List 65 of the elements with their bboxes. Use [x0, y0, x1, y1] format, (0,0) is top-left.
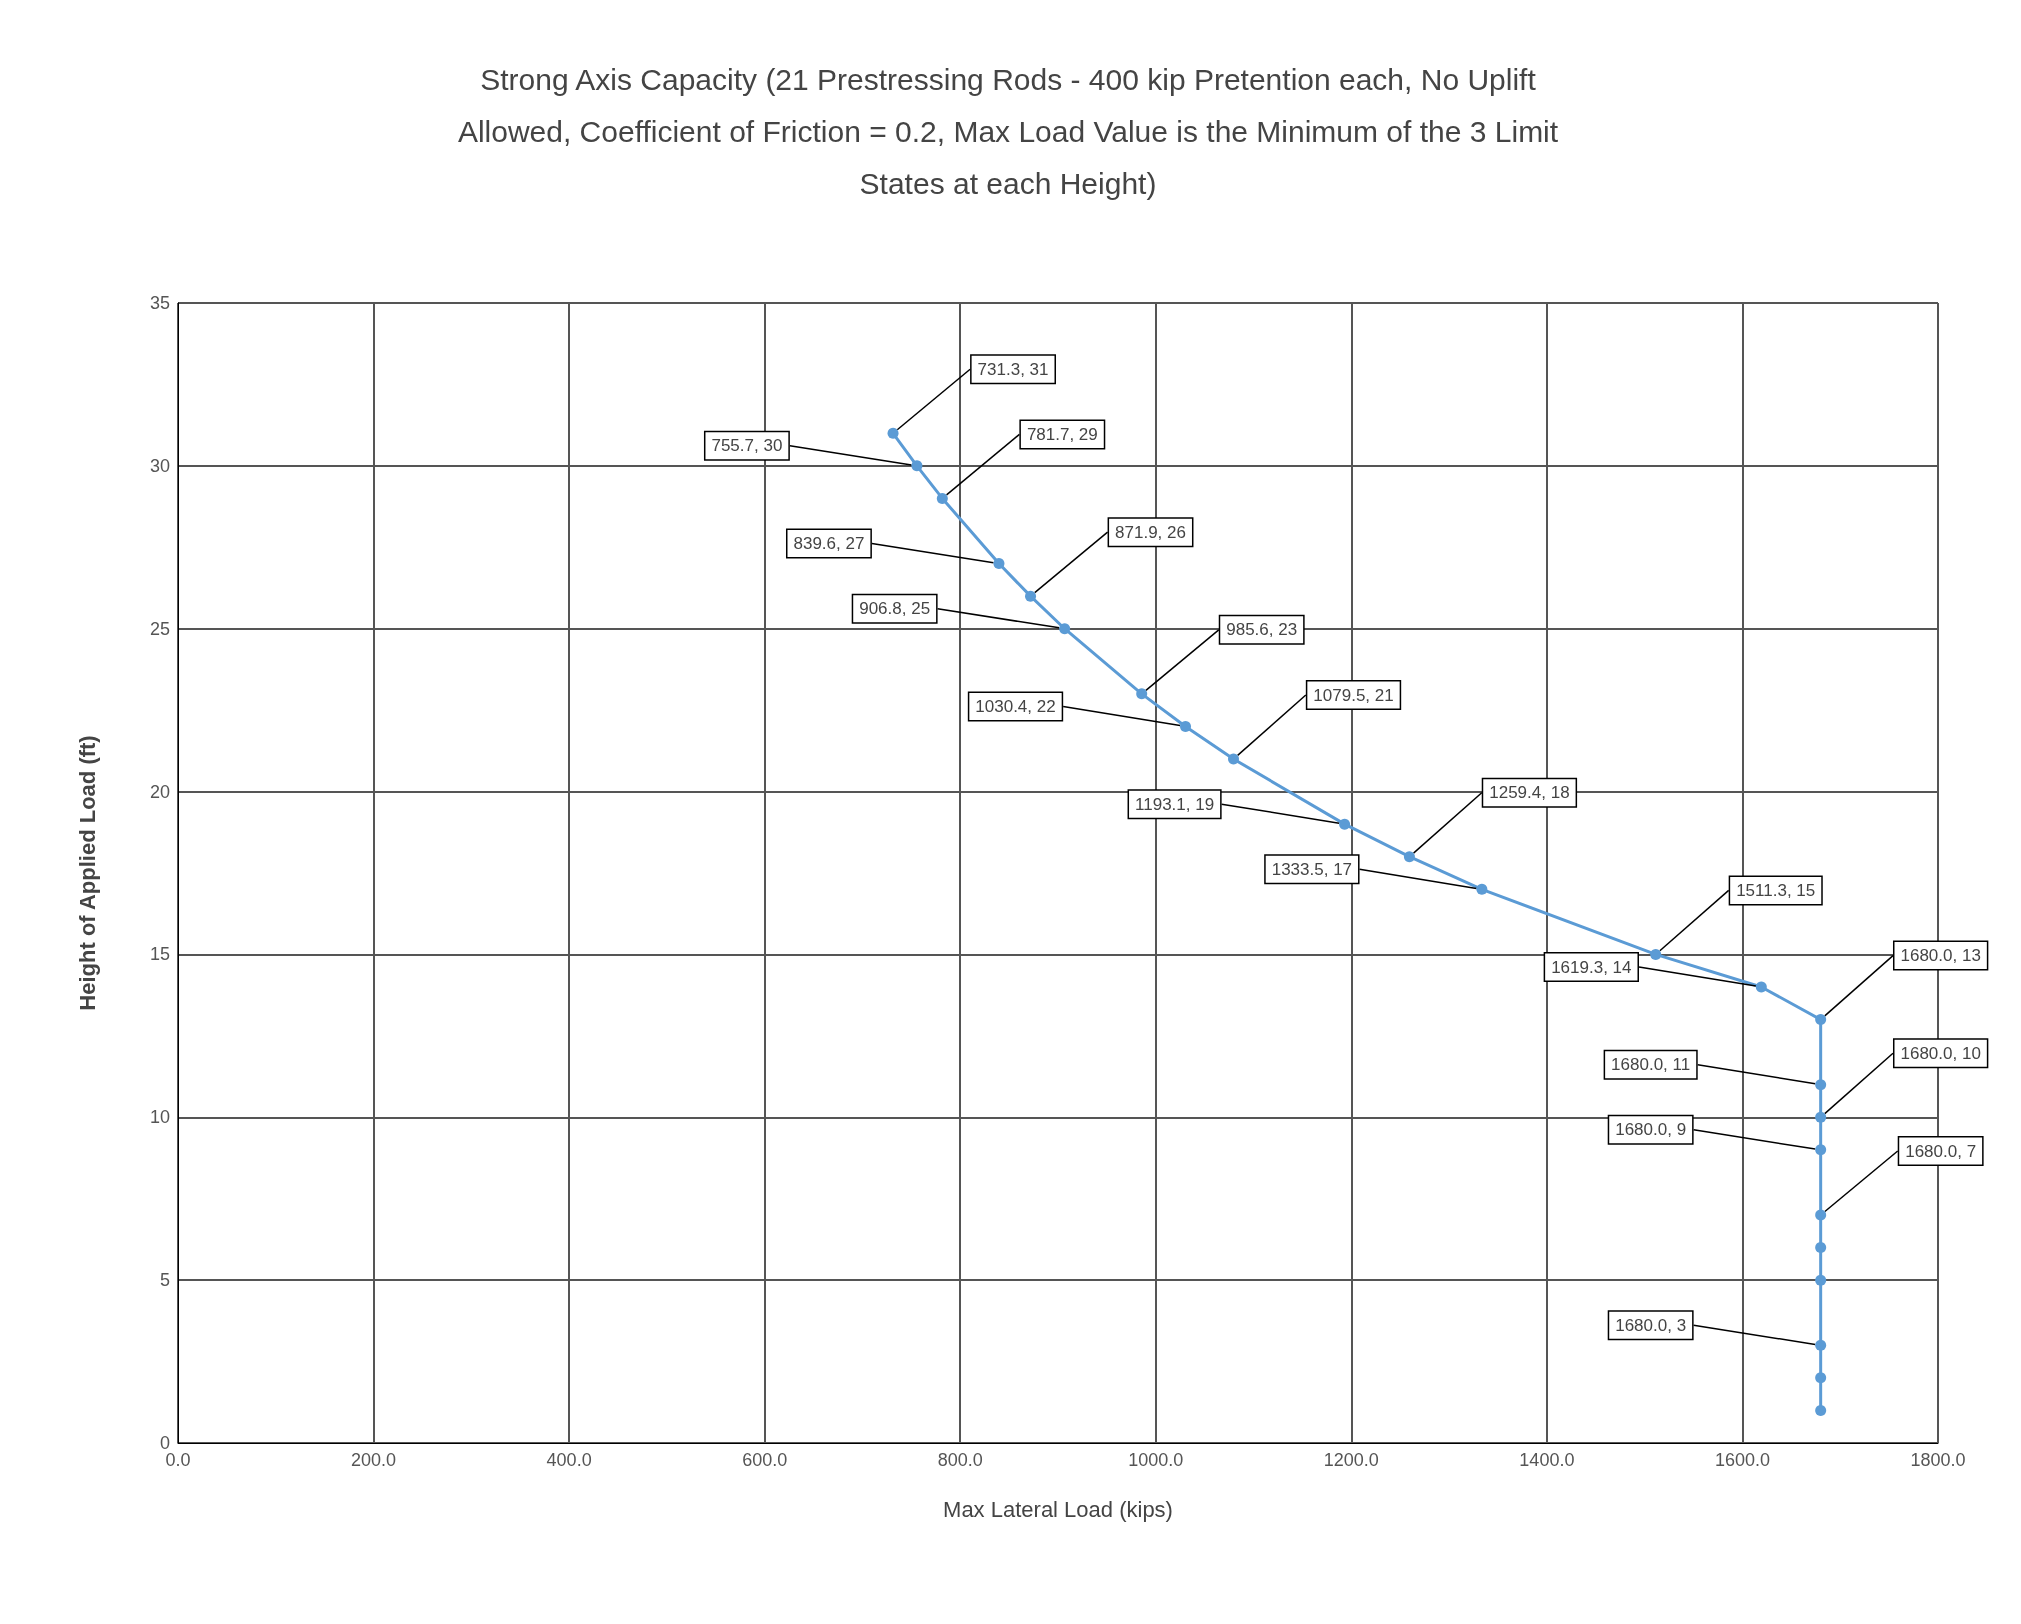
point [1476, 883, 1488, 895]
point [1339, 818, 1351, 830]
x-tick-label: 800.0 [937, 1450, 983, 1470]
x-tick-label: 1400.0 [1519, 1450, 1575, 1470]
x-axis-title: Max Lateral Load (kips) [943, 1496, 1173, 1522]
data-label: 1511.3, 15 [1736, 880, 1816, 900]
point [1815, 1274, 1827, 1286]
x-tick-label: 1200.0 [1323, 1450, 1379, 1470]
point [1815, 1079, 1827, 1091]
point [1059, 623, 1071, 635]
y-tick-label: 5 [159, 1270, 170, 1291]
point [1025, 590, 1037, 602]
point [1815, 1339, 1827, 1351]
x-tick-label: 400.0 [546, 1450, 592, 1470]
y-tick-label: 20 [149, 781, 170, 802]
data-label: 1079.5, 21 [1313, 685, 1394, 705]
point [887, 427, 899, 439]
point [993, 558, 1005, 570]
data-label: 1680.0, 3 [1615, 1315, 1687, 1335]
x-tick-label: 0.0 [165, 1450, 191, 1470]
data-label: 1193.1, 19 [1135, 794, 1215, 814]
x-tick-label: 200.0 [351, 1450, 397, 1470]
data-label: 755.7, 30 [711, 436, 783, 456]
data-label: 906.8, 25 [859, 599, 931, 619]
point [1815, 1144, 1827, 1156]
x-tick-label: 1600.0 [1714, 1450, 1770, 1470]
point [1403, 851, 1415, 863]
data-label: 1030.4, 22 [975, 696, 1056, 716]
data-label: 1333.5, 17 [1271, 859, 1353, 879]
point [1136, 688, 1148, 700]
data-label: 1680.0, 13 [1900, 946, 1981, 966]
data-label: 731.3, 31 [977, 359, 1049, 379]
chart-title: Strong Axis Capacity (21 Prestressing Rods - 400 kip Pretention each, No Uplift Allowed, Coefficient of Friction = 0.2, Max Load Value is the Minimum of the 3 Limit States at each Height) [457, 62, 1559, 200]
point [936, 492, 948, 504]
data-label: 781.7, 29 [1026, 424, 1098, 444]
y-tick-label: 35 [149, 293, 170, 313]
y-tick-label: 25 [149, 618, 170, 639]
data-label: 985.6, 23 [1226, 620, 1298, 640]
point [1650, 948, 1662, 960]
point [911, 460, 923, 472]
point [1180, 720, 1191, 732]
y-tick-label: 15 [149, 944, 170, 965]
point [1815, 1111, 1827, 1123]
y-tick-label: 0 [159, 1433, 170, 1453]
data-label: 1680.0, 9 [1615, 1120, 1687, 1140]
data-label: 871.9, 26 [1115, 522, 1186, 542]
x-tick-label: 1000.0 [1128, 1450, 1184, 1470]
y-tick-label: 10 [149, 1107, 170, 1128]
point [1755, 981, 1767, 993]
point [1815, 1242, 1827, 1254]
point [1815, 1209, 1827, 1221]
data-label: 1680.0, 7 [1905, 1141, 1977, 1161]
x-tick-label: 1800.0 [1910, 1450, 1966, 1470]
point [1815, 1372, 1827, 1384]
y-axis-title: Height of Applied Load (ft) [74, 735, 100, 1011]
data-label: 1680.0, 11 [1611, 1055, 1691, 1075]
point [1815, 1014, 1827, 1026]
data-label: 1680.0, 10 [1900, 1043, 1981, 1063]
point [1815, 1404, 1827, 1416]
x-tick-label: 600.0 [742, 1450, 788, 1470]
data-label: 1259.4, 18 [1489, 783, 1570, 803]
data-label: 1619.3, 14 [1551, 957, 1632, 977]
data-label: 839.6, 27 [793, 534, 865, 554]
point [1228, 753, 1240, 765]
y-tick-label: 30 [149, 455, 170, 476]
